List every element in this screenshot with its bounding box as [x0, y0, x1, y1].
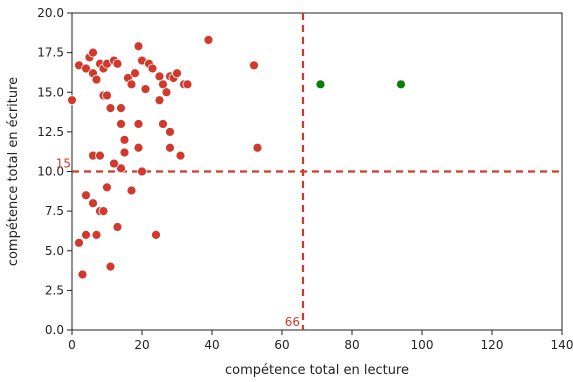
data-point: [182, 79, 193, 90]
y-tick-label: 17.5: [37, 46, 64, 60]
y-tick-label: 15.0: [37, 85, 64, 99]
x-tick-label: 120: [481, 338, 504, 352]
y-tick-label: 2.5: [45, 283, 64, 297]
data-point: [126, 185, 137, 196]
data-point: [133, 41, 144, 52]
data-point: [154, 95, 165, 106]
data-point: [91, 229, 102, 240]
data-point: [249, 60, 259, 71]
data-point: [252, 142, 263, 153]
data-point: [119, 134, 130, 145]
y-tick-label: 20.0: [37, 6, 64, 20]
y-tick-label: 5.0: [45, 244, 64, 258]
data-point: [165, 126, 175, 137]
x-tick-label: 60: [274, 338, 289, 352]
x-tick-label: 40: [204, 338, 219, 352]
data-point: [112, 58, 123, 69]
data-point: [147, 63, 158, 74]
data-point: [95, 150, 105, 161]
y-tick-label: 12.5: [37, 125, 64, 139]
data-point: [77, 269, 88, 280]
data-point: [203, 35, 214, 45]
data-point: [133, 119, 144, 129]
data-point: [105, 103, 116, 113]
data-point: [88, 198, 98, 209]
axes: 0 20 40 60 80 100 120 140 0.0 2.5 5.0 7.5 10.0 12.5 15…: [37, 6, 573, 352]
data-point: [81, 229, 91, 240]
data-point: [81, 190, 91, 201]
y-tick-label: 10.0: [37, 165, 64, 179]
y-tick-label: 7.5: [45, 204, 64, 218]
x-tick-label: 20: [134, 338, 149, 352]
horizontal-reference-label: 15: [56, 157, 71, 171]
data-point: [137, 166, 147, 177]
data-point: [91, 74, 102, 85]
data-point: [105, 261, 116, 272]
data-point: [119, 147, 130, 158]
data-point: [67, 95, 77, 106]
data-point: [102, 90, 112, 101]
data-point: [112, 222, 123, 232]
data-points: [67, 35, 406, 280]
data-point: [161, 87, 172, 98]
data-point: [126, 79, 137, 90]
y-tick-label: 0.0: [45, 323, 64, 337]
data-point: [98, 206, 109, 217]
vertical-reference-label: 66: [285, 315, 300, 329]
x-tick-label: 80: [344, 338, 359, 352]
data-point: [109, 158, 119, 169]
data-point: [74, 237, 84, 248]
highlighted-data-point: [315, 79, 326, 90]
x-axis-title: compétence total en lecture: [225, 363, 409, 378]
data-point: [133, 142, 144, 153]
highlighted-data-point: [396, 79, 406, 90]
x-tick-label: 140: [551, 338, 573, 352]
data-point: [165, 142, 175, 153]
data-point: [175, 150, 186, 161]
data-point: [116, 163, 126, 174]
data-point: [172, 68, 182, 79]
y-axis-title: compétence total en écriture: [6, 77, 21, 266]
data-point: [81, 63, 91, 74]
data-point: [116, 119, 126, 129]
reference-lines: 66 15: [56, 13, 562, 330]
data-point: [140, 84, 151, 94]
data-point: [158, 119, 168, 129]
x-tick-label: 0: [68, 338, 76, 352]
x-tick-label: 100: [411, 338, 434, 352]
data-point: [130, 68, 140, 79]
data-point: [151, 229, 161, 240]
data-point: [102, 182, 112, 193]
data-point: [116, 103, 126, 113]
data-point: [88, 47, 98, 58]
